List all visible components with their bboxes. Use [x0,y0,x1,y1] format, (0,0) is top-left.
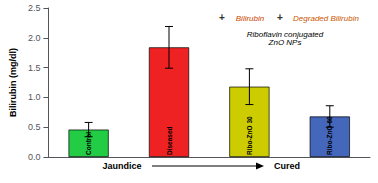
svg-text:1.5: 1.5 [28,63,41,73]
svg-text:Control: Control [85,131,93,155]
svg-text:Degraded Bilirubin: Degraded Bilirubin [293,14,359,23]
svg-text:Bilirubin (mg/dl): Bilirubin (mg/dl) [8,48,18,117]
svg-text:Diseased: Diseased [166,126,173,155]
svg-text:Bilirubin: Bilirubin [236,14,265,23]
svg-text:Jaundice: Jaundice [102,161,141,171]
svg-text:2.0: 2.0 [28,33,41,43]
svg-text:ZnO NPs: ZnO NPs [268,38,302,47]
svg-text:+: + [219,12,225,23]
svg-text:Cured: Cured [274,161,300,171]
svg-text:+: + [277,12,283,23]
svg-text:Riboflavin conjugated: Riboflavin conjugated [246,29,324,39]
svg-text:Ribo-ZnO 30: Ribo-ZnO 30 [246,116,253,155]
svg-text:2.5: 2.5 [28,3,41,13]
svg-text:Ribo-ZnO 60: Ribo-ZnO 60 [326,116,334,155]
svg-text:0.5: 0.5 [28,122,41,132]
svg-text:1.0: 1.0 [28,92,41,102]
svg-text:0.0: 0.0 [28,152,41,162]
